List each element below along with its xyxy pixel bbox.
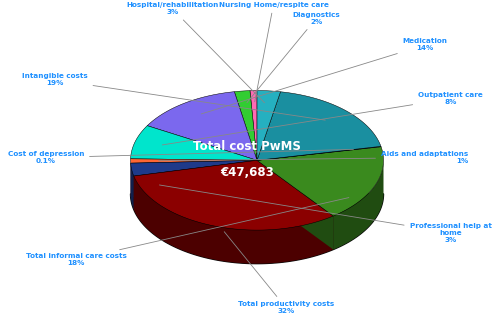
Text: Diagnostics
2%: Diagnostics 2%	[247, 11, 340, 103]
Text: Total cost PwMS: Total cost PwMS	[193, 141, 301, 153]
Text: Intangible costs
19%: Intangible costs 19%	[22, 73, 326, 120]
Text: Medication
14%: Medication 14%	[201, 38, 448, 114]
Polygon shape	[250, 91, 257, 160]
Polygon shape	[334, 161, 384, 250]
Polygon shape	[130, 159, 257, 163]
Polygon shape	[134, 160, 257, 210]
Polygon shape	[257, 146, 381, 160]
Polygon shape	[134, 160, 257, 210]
Text: Hospital/rehabilitation
3%: Hospital/rehabilitation 3%	[126, 2, 264, 103]
Polygon shape	[130, 194, 384, 264]
Polygon shape	[130, 163, 134, 210]
Polygon shape	[130, 160, 257, 197]
Polygon shape	[134, 176, 334, 264]
Polygon shape	[257, 160, 334, 250]
Polygon shape	[257, 91, 280, 160]
Text: Outpatient care
8%: Outpatient care 8%	[162, 92, 483, 145]
Polygon shape	[147, 92, 257, 160]
Polygon shape	[130, 160, 257, 176]
Text: Aids and adaptations
1%: Aids and adaptations 1%	[158, 151, 468, 164]
Polygon shape	[130, 126, 257, 160]
Text: Total informal care costs
18%: Total informal care costs 18%	[26, 197, 349, 266]
Polygon shape	[257, 160, 334, 250]
Text: Total productivity costs
32%: Total productivity costs 32%	[224, 232, 334, 315]
Polygon shape	[257, 92, 381, 160]
Text: Nursing Home/respite care: Nursing Home/respite care	[218, 2, 328, 102]
Text: Professional help at
home
3%: Professional help at home 3%	[160, 185, 491, 243]
Text: Cost of depression
0.1%: Cost of depression 0.1%	[8, 149, 354, 164]
Polygon shape	[134, 160, 334, 230]
Polygon shape	[130, 160, 257, 197]
Polygon shape	[234, 91, 257, 160]
Polygon shape	[257, 147, 384, 216]
Text: €47,683: €47,683	[220, 166, 274, 179]
